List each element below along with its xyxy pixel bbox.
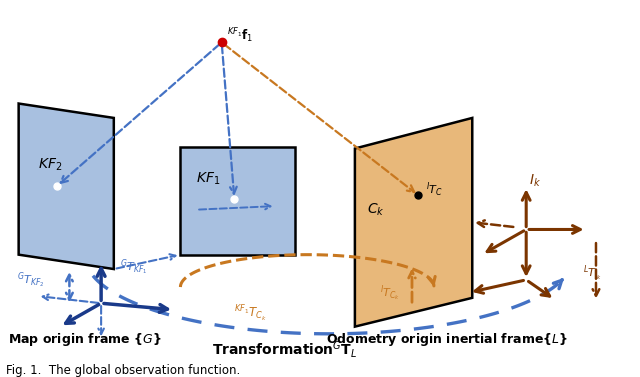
- Text: $^GT_{KF_1}$: $^GT_{KF_1}$: [120, 257, 148, 277]
- Text: Odometry origin inertial frame{$L$}: Odometry origin inertial frame{$L$}: [326, 331, 568, 348]
- Polygon shape: [355, 118, 472, 326]
- Polygon shape: [19, 104, 114, 269]
- Text: Fig. 1.  The global observation function.: Fig. 1. The global observation function.: [6, 364, 240, 377]
- Text: $^{KF_1}\mathbf{f}_1$: $^{KF_1}\mathbf{f}_1$: [227, 27, 253, 45]
- Text: $I_k$: $I_k$: [529, 173, 541, 189]
- Text: $C_k$: $C_k$: [367, 201, 385, 218]
- Text: $^GT_{KF_2}$: $^GT_{KF_2}$: [17, 270, 44, 290]
- Text: $^LT_{I_k}$: $^LT_{I_k}$: [583, 263, 602, 283]
- Text: $KF_2$: $KF_2$: [38, 156, 62, 173]
- Text: $^{KF_1}T_{C_k}$: $^{KF_1}T_{C_k}$: [234, 304, 268, 324]
- Text: Map origin frame {$G$}: Map origin frame {$G$}: [8, 331, 161, 348]
- Text: $^{I}T_C$: $^{I}T_C$: [426, 180, 443, 199]
- Text: Transformation$^G\mathbf{T}_L$: Transformation$^G\mathbf{T}_L$: [212, 339, 358, 360]
- Text: $KF_1$: $KF_1$: [196, 171, 221, 187]
- Polygon shape: [180, 147, 294, 254]
- Text: $^IT_{C_k}$: $^IT_{C_k}$: [380, 283, 401, 302]
